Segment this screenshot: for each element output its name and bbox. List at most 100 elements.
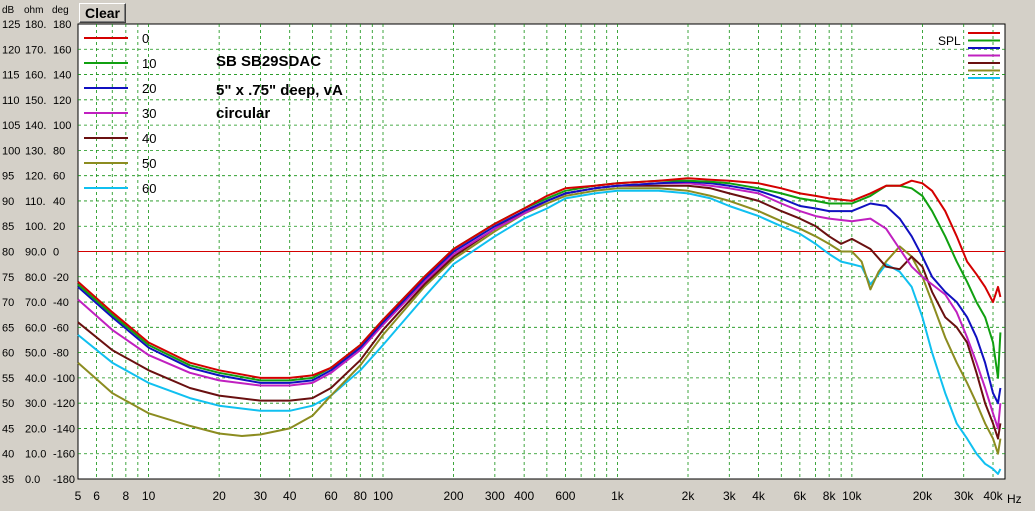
x-tick-label: 3k [723,489,737,503]
y-tick-deg: -140 [53,423,75,435]
x-tick-label: 40k [983,489,1003,503]
legend-label: 60 [142,181,156,196]
x-tick-label: 20k [913,489,933,503]
y-tick-ohm: 20.0 [25,423,46,435]
y-tick-db: 65 [2,322,14,334]
x-tick-label: 30k [954,489,974,503]
x-tick-label: 300 [485,489,505,503]
series-line-60 [77,189,1002,475]
y-axis-ticks: 125 180. 180 120 170. 160 115 160. 140 110 150. 120… [2,19,75,486]
x-tick-label: 100 [373,489,393,503]
x-tick-label: 60 [324,489,338,503]
y-tick-deg: 40 [53,196,65,208]
y-tick-db: 120 [2,44,20,56]
series-line-50 [77,187,1002,455]
y-tick-db: 70 [2,297,14,309]
y-tick-ohm: 80.0 [25,272,46,284]
y-tick-deg: -120 [53,398,75,410]
legend-label: 10 [142,56,156,71]
y-tick-ohm: 10.0 [25,449,46,461]
x-tick-label: 10k [842,489,862,503]
series-line-20 [77,180,1002,405]
x-tick-label: 1k [611,489,625,503]
x-tick-label: 20 [212,489,226,503]
series-line-30 [77,182,1002,430]
x-tick-label: 4k [752,489,766,503]
y-tick-ohm: 90.0 [25,247,46,259]
y-tick-ohm: 160. [25,70,46,82]
y-tick-deg: -40 [53,297,69,309]
header-ohm: ohm [24,5,43,16]
series-line-40 [77,184,1002,440]
header-db: dB [2,5,15,16]
y-tick-ohm: 140. [25,120,46,132]
x-tick-label: 6k [794,489,808,503]
grid [78,24,1005,479]
y-tick-db: 45 [2,423,14,435]
annotation-line-1: SB SB29SDAC [216,53,321,70]
y-tick-ohm: 110. [25,196,46,208]
spl-legend-title: SPL [938,34,961,48]
legend-label: 20 [142,81,156,96]
series-line-10 [77,179,1002,382]
x-unit-label: Hz [1007,492,1022,506]
y-tick-ohm: 60.0 [25,322,46,334]
y-tick-db: 115 [2,70,20,82]
y-tick-db: 85 [2,221,14,233]
x-tick-label: 80 [354,489,368,503]
x-tick-label: 200 [444,489,464,503]
y-tick-deg: 160 [53,44,71,56]
legend-label: 40 [142,131,156,146]
y-tick-db: 80 [2,247,14,259]
x-tick-label: 30 [254,489,268,503]
y-tick-ohm: 120. [25,171,46,183]
y-tick-deg: -100 [53,373,75,385]
y-tick-db: 125 [2,19,20,31]
y-tick-ohm: 100. [25,221,46,233]
y-tick-deg: 80 [53,145,65,157]
y-tick-deg: 60 [53,171,65,183]
y-tick-deg: 0 [53,247,59,259]
y-tick-db: 105 [2,120,20,132]
x-tick-label: 8k [823,489,837,503]
series-line-0 [77,177,1002,379]
y-tick-ohm: 0.0 [25,474,40,486]
annotation-line-3: circular [216,105,270,122]
y-tick-deg: -20 [53,272,69,284]
x-axis-ticks: 5 6 8 10 20 30 40 60 80 100 200 300 400 600 1k 2k 3k 4k 6k… [75,489,1004,503]
x-tick-label: 2k [682,489,696,503]
clear-button[interactable]: Clear [79,3,126,23]
x-tick-label: 400 [514,489,534,503]
y-tick-deg: 100 [53,120,71,132]
x-tick-label: 600 [555,489,575,503]
y-tick-deg: -180 [53,474,75,486]
legend-label: 50 [142,156,156,171]
y-tick-deg: -80 [53,348,69,360]
y-tick-db: 90 [2,196,14,208]
y-tick-ohm: 180. [25,19,46,31]
y-tick-db: 50 [2,398,14,410]
header-deg: deg [52,5,69,16]
y-tick-ohm: 70.0 [25,297,46,309]
series-group [77,177,1002,475]
y-tick-deg: 180 [53,19,71,31]
spl-legend-swatches [968,32,1000,79]
y-tick-db: 95 [2,171,14,183]
x-tick-label: 40 [283,489,297,503]
y-tick-ohm: 150. [25,95,46,107]
legend-label: 0 [142,31,149,46]
y-tick-db: 75 [2,272,14,284]
y-tick-db: 55 [2,373,14,385]
y-tick-db: 35 [2,474,14,486]
y-tick-ohm: 130. [25,145,46,157]
y-tick-db: 60 [2,348,14,360]
y-tick-deg: -60 [53,322,69,334]
legend-label: 30 [142,106,156,121]
y-tick-ohm: 40.0 [25,373,46,385]
x-tick-label: 10 [142,489,156,503]
annotation-line-2: 5" x .75" deep, vA [216,82,343,99]
legend: 0 10 20 30 40 50 60 [84,31,156,196]
y-tick-deg: 120 [53,95,71,107]
y-tick-db: 110 [2,95,20,107]
